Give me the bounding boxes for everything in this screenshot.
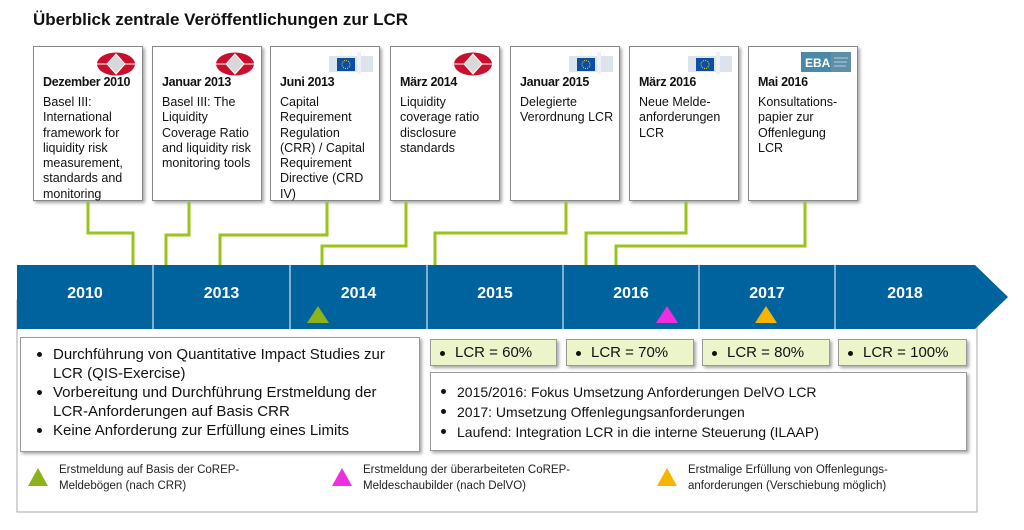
eu-commission-logo bbox=[329, 52, 373, 79]
card-date: Juni 2013 bbox=[280, 75, 335, 89]
timeline-year-2015: 2015 bbox=[477, 285, 513, 302]
connector-line bbox=[164, 202, 191, 266]
eba-logo: EBA bbox=[801, 52, 851, 77]
timeline-year-2017: 2017 bbox=[749, 285, 785, 302]
bis-logo bbox=[96, 52, 136, 81]
card-description: Konsultations-papier zur Offenlegung LCR bbox=[758, 95, 838, 155]
card-date: Dezember 2010 bbox=[43, 75, 131, 89]
legend-triangle-orange bbox=[657, 468, 677, 486]
list-item: 2017: Umsetzung Offenlegungsanforderunge… bbox=[435, 402, 960, 422]
lcr-level-2018: LCR = 100% bbox=[838, 339, 967, 366]
year-dividers bbox=[152, 265, 836, 329]
publication-card: EBA Mai 2016 Konsultations-papier zur Offe… bbox=[748, 46, 858, 201]
lcr-level-2017: LCR = 80% bbox=[702, 339, 830, 366]
connector-line bbox=[433, 202, 568, 266]
lcr-level-2016: LCR = 70% bbox=[566, 339, 694, 366]
bis-logo bbox=[215, 52, 255, 81]
card-date: März 2014 bbox=[400, 75, 458, 89]
card-description: Basel III: International framework for l… bbox=[43, 95, 123, 201]
card-date: Mai 2016 bbox=[758, 75, 808, 89]
legend-triangle-magenta bbox=[332, 468, 352, 486]
legend-triangle-green bbox=[28, 468, 48, 486]
connectors bbox=[86, 202, 807, 266]
list-item: 2015/2016: Fokus Umsetzung Anforderungen… bbox=[435, 382, 960, 402]
publication-card: Januar 2013 Basel III: The Liquidity Cove… bbox=[152, 46, 262, 201]
publication-card: Juni 2013 Capital Requirement Regulation … bbox=[270, 46, 380, 201]
card-description: Delegierte Verordnung LCR bbox=[520, 95, 614, 125]
legend-item-orange: Erstmalige Erfüllung von Offenlegungs-an… bbox=[688, 464, 888, 492]
lcr-level-2015: LCR = 60% bbox=[430, 339, 557, 366]
connector-line bbox=[584, 202, 688, 266]
timeline-year-2016: 2016 bbox=[613, 285, 649, 302]
timeline-year-2013: 2013 bbox=[203, 285, 240, 302]
card-date: Januar 2013 bbox=[162, 75, 231, 89]
right-info-box: 2015/2016: Fokus Umsetzung Anforderungen… bbox=[430, 372, 967, 451]
card-description: Basel III: The Liquidity Coverage Ratio … bbox=[162, 95, 251, 171]
bis-logo bbox=[453, 52, 493, 81]
card-description: Neue Melde-anforderungen LCR bbox=[639, 95, 721, 140]
eu-commission-logo bbox=[688, 52, 732, 79]
timeline-year-2014: 2014 bbox=[340, 285, 377, 302]
connector-line bbox=[320, 202, 408, 266]
triangle-green-marker bbox=[307, 306, 329, 323]
timeline-arrow bbox=[17, 265, 1008, 329]
left-info-box: Durchführung von Quantitative Impact Stu… bbox=[20, 337, 420, 452]
connector-line bbox=[218, 202, 329, 266]
card-description: Liquidity coverage ratio disclosure stan… bbox=[400, 95, 480, 155]
connector-line bbox=[614, 202, 807, 266]
legend-item-magenta: Erstmeldung der überarbeiteten CoREP-Mel… bbox=[363, 464, 571, 492]
publication-card: Dezember 2010 Basel III: International fr… bbox=[33, 46, 143, 201]
publication-card: März 2014 Liquidity coverage ratio disclo… bbox=[390, 46, 500, 201]
page-title: Überblick zentrale Veröffentlichungen zu… bbox=[33, 10, 409, 29]
svg-text:EBA: EBA bbox=[805, 56, 831, 70]
card-date: Januar 2015 bbox=[520, 75, 589, 89]
triangle-magenta-marker bbox=[656, 306, 678, 323]
legend-item-green: Erstmeldung auf Basis der CoREP-Meldebög… bbox=[59, 464, 240, 492]
list-item: Laufend: Integration LCR in die interne … bbox=[435, 422, 960, 442]
timeline-year-2010: 2010 bbox=[67, 285, 103, 302]
list-item: Keine Anforderung zur Erfüllung eines Li… bbox=[31, 421, 413, 440]
card-date: März 2016 bbox=[639, 75, 697, 89]
card-description: Capital Requirement Regulation (CRR) / C… bbox=[280, 95, 365, 201]
triangle-orange-marker bbox=[755, 306, 777, 323]
timeline-year-2018: 2018 bbox=[887, 285, 923, 302]
publication-card: Januar 2015 Delegierte Verordnung LCR bbox=[510, 46, 620, 201]
list-item: Durchführung von Quantitative Impact Stu… bbox=[31, 345, 413, 383]
publication-card: März 2016 Neue Melde-anforderungen LCR bbox=[629, 46, 739, 201]
eu-commission-logo bbox=[569, 52, 613, 79]
connector-line bbox=[86, 202, 135, 266]
list-item: Vorbereitung und Durchführung Erstmeldun… bbox=[31, 383, 413, 421]
